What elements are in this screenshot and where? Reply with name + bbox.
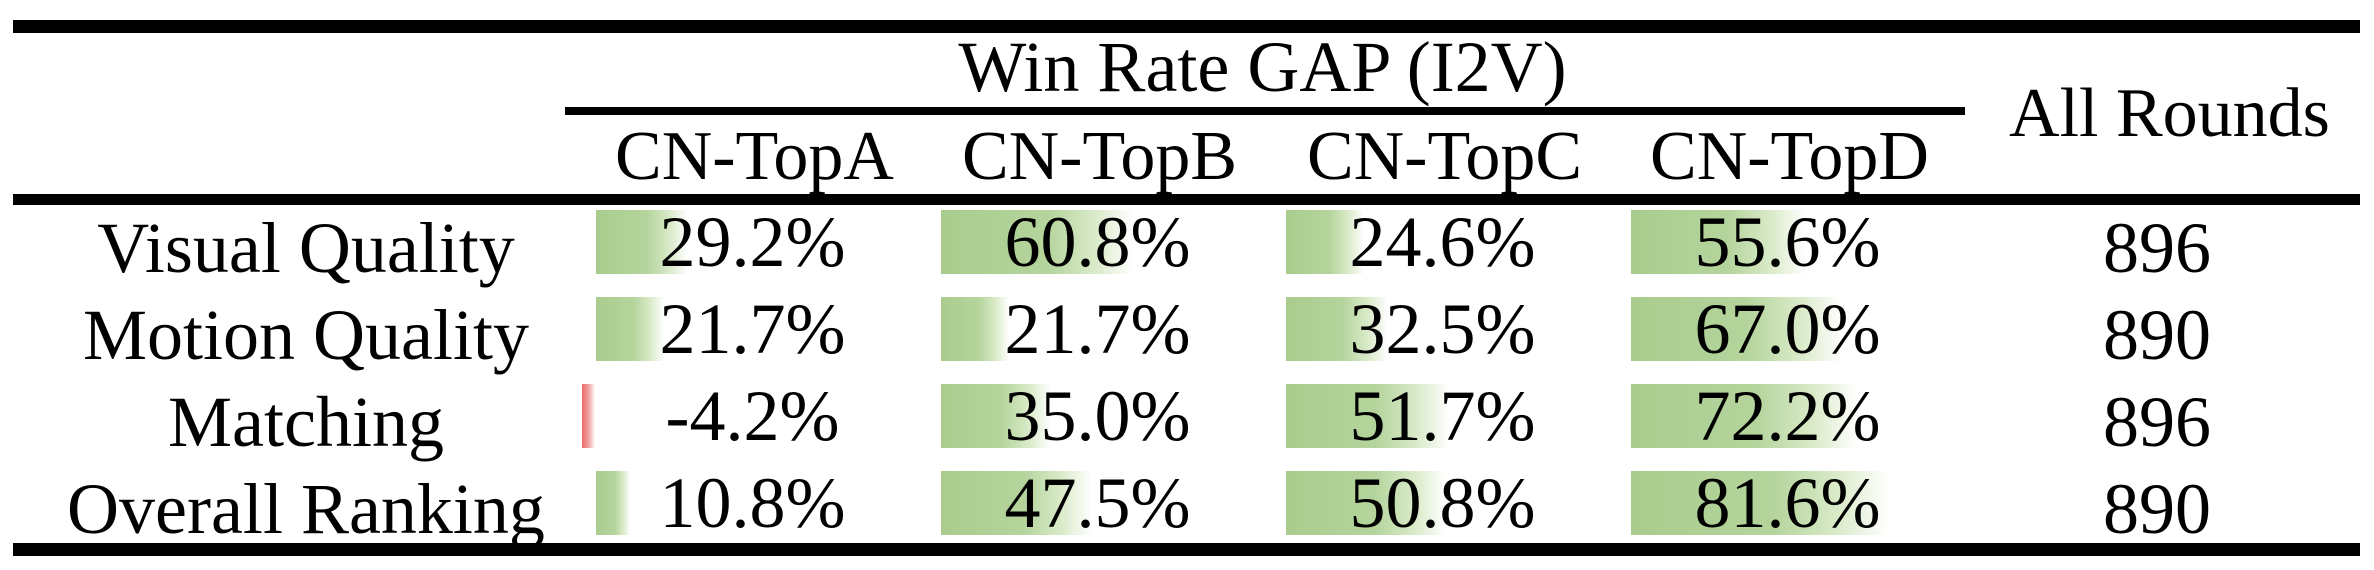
winrate-cell: 67.0% (1595, 289, 1940, 379)
winrate-value: 35.0% (1004, 375, 1191, 456)
value-bar (1631, 297, 1842, 361)
value-bar (1631, 384, 1859, 448)
all-rounds-header: All Rounds (2009, 74, 2330, 152)
winrate-cell: 35.0% (905, 376, 1250, 466)
table-top-rule (13, 20, 2360, 33)
value-bar (1286, 384, 1449, 448)
winrate-cell: 24.6% (1250, 202, 1595, 292)
row-label: Overall Ranking (67, 469, 545, 549)
table-bottom-rule (13, 543, 2360, 556)
value-bar (941, 210, 1133, 274)
winrate-value: 29.2% (659, 201, 846, 282)
value-bar (596, 297, 665, 361)
winrate-value: 24.6% (1349, 201, 1536, 282)
winrate-cell: 50.8% (1250, 463, 1595, 553)
value-bar (941, 297, 1010, 361)
winrate-cell: 32.5% (1250, 289, 1595, 379)
column-header-cn-topd: CN-TopD (1650, 118, 1929, 195)
winrate-value: 21.7% (659, 288, 846, 369)
row-label: Visual Quality (97, 208, 515, 288)
winrate-cell: 51.7% (1250, 376, 1595, 466)
winrate-value: 67.0% (1694, 288, 1881, 369)
winrate-value: 10.8% (659, 462, 846, 543)
winrate-value: 21.7% (1004, 288, 1191, 369)
winrate-value: -4.2% (665, 375, 840, 456)
negative-value-bar (582, 384, 596, 448)
all-rounds-value: 896 (2103, 208, 2211, 288)
value-bar (941, 384, 1052, 448)
winrate-cell: 29.2% (560, 202, 905, 292)
winrate-value: 60.8% (1004, 201, 1191, 282)
all-rounds-value: 896 (2103, 382, 2211, 462)
value-bar (1286, 297, 1389, 361)
winrate-cell: 72.2% (1595, 376, 1940, 466)
row-label: Motion Quality (83, 295, 529, 375)
value-bar (1286, 471, 1446, 535)
winrate-cell: 60.8% (905, 202, 1250, 292)
winrate-cell: -4.2% (560, 376, 905, 466)
winrate-cell: 81.6% (1595, 463, 1940, 553)
winrate-cell: 10.8% (560, 463, 905, 553)
table-title: Win Rate GAP (I2V) (958, 26, 1567, 107)
header-separator-rule (13, 194, 2360, 205)
winrate-value: 32.5% (1349, 288, 1536, 369)
title-underline-rule (565, 107, 1965, 115)
value-bar (1631, 471, 1888, 535)
winrate-value: 47.5% (1004, 462, 1191, 543)
winrate-value: 81.6% (1694, 462, 1881, 543)
winrate-value: 55.6% (1694, 201, 1881, 282)
value-bar (1286, 210, 1364, 274)
value-bar (596, 210, 688, 274)
all-rounds-value: 890 (2103, 469, 2211, 549)
winrate-value: 50.8% (1349, 462, 1536, 543)
column-header-cn-topb: CN-TopB (961, 118, 1238, 195)
value-bar (1631, 210, 1807, 274)
value-bar (941, 471, 1091, 535)
column-header-cn-topa: CN-TopA (615, 118, 894, 195)
winrate-value: 51.7% (1349, 375, 1536, 456)
column-header-cn-topc: CN-TopC (1306, 118, 1583, 195)
winrate-cell: 47.5% (905, 463, 1250, 553)
value-bar (596, 471, 630, 535)
winrate-cell: 21.7% (905, 289, 1250, 379)
winrate-cell: 21.7% (560, 289, 905, 379)
winrate-value: 72.2% (1694, 375, 1881, 456)
winrate-cell: 55.6% (1595, 202, 1940, 292)
row-label: Matching (168, 382, 444, 462)
all-rounds-value: 890 (2103, 295, 2211, 375)
